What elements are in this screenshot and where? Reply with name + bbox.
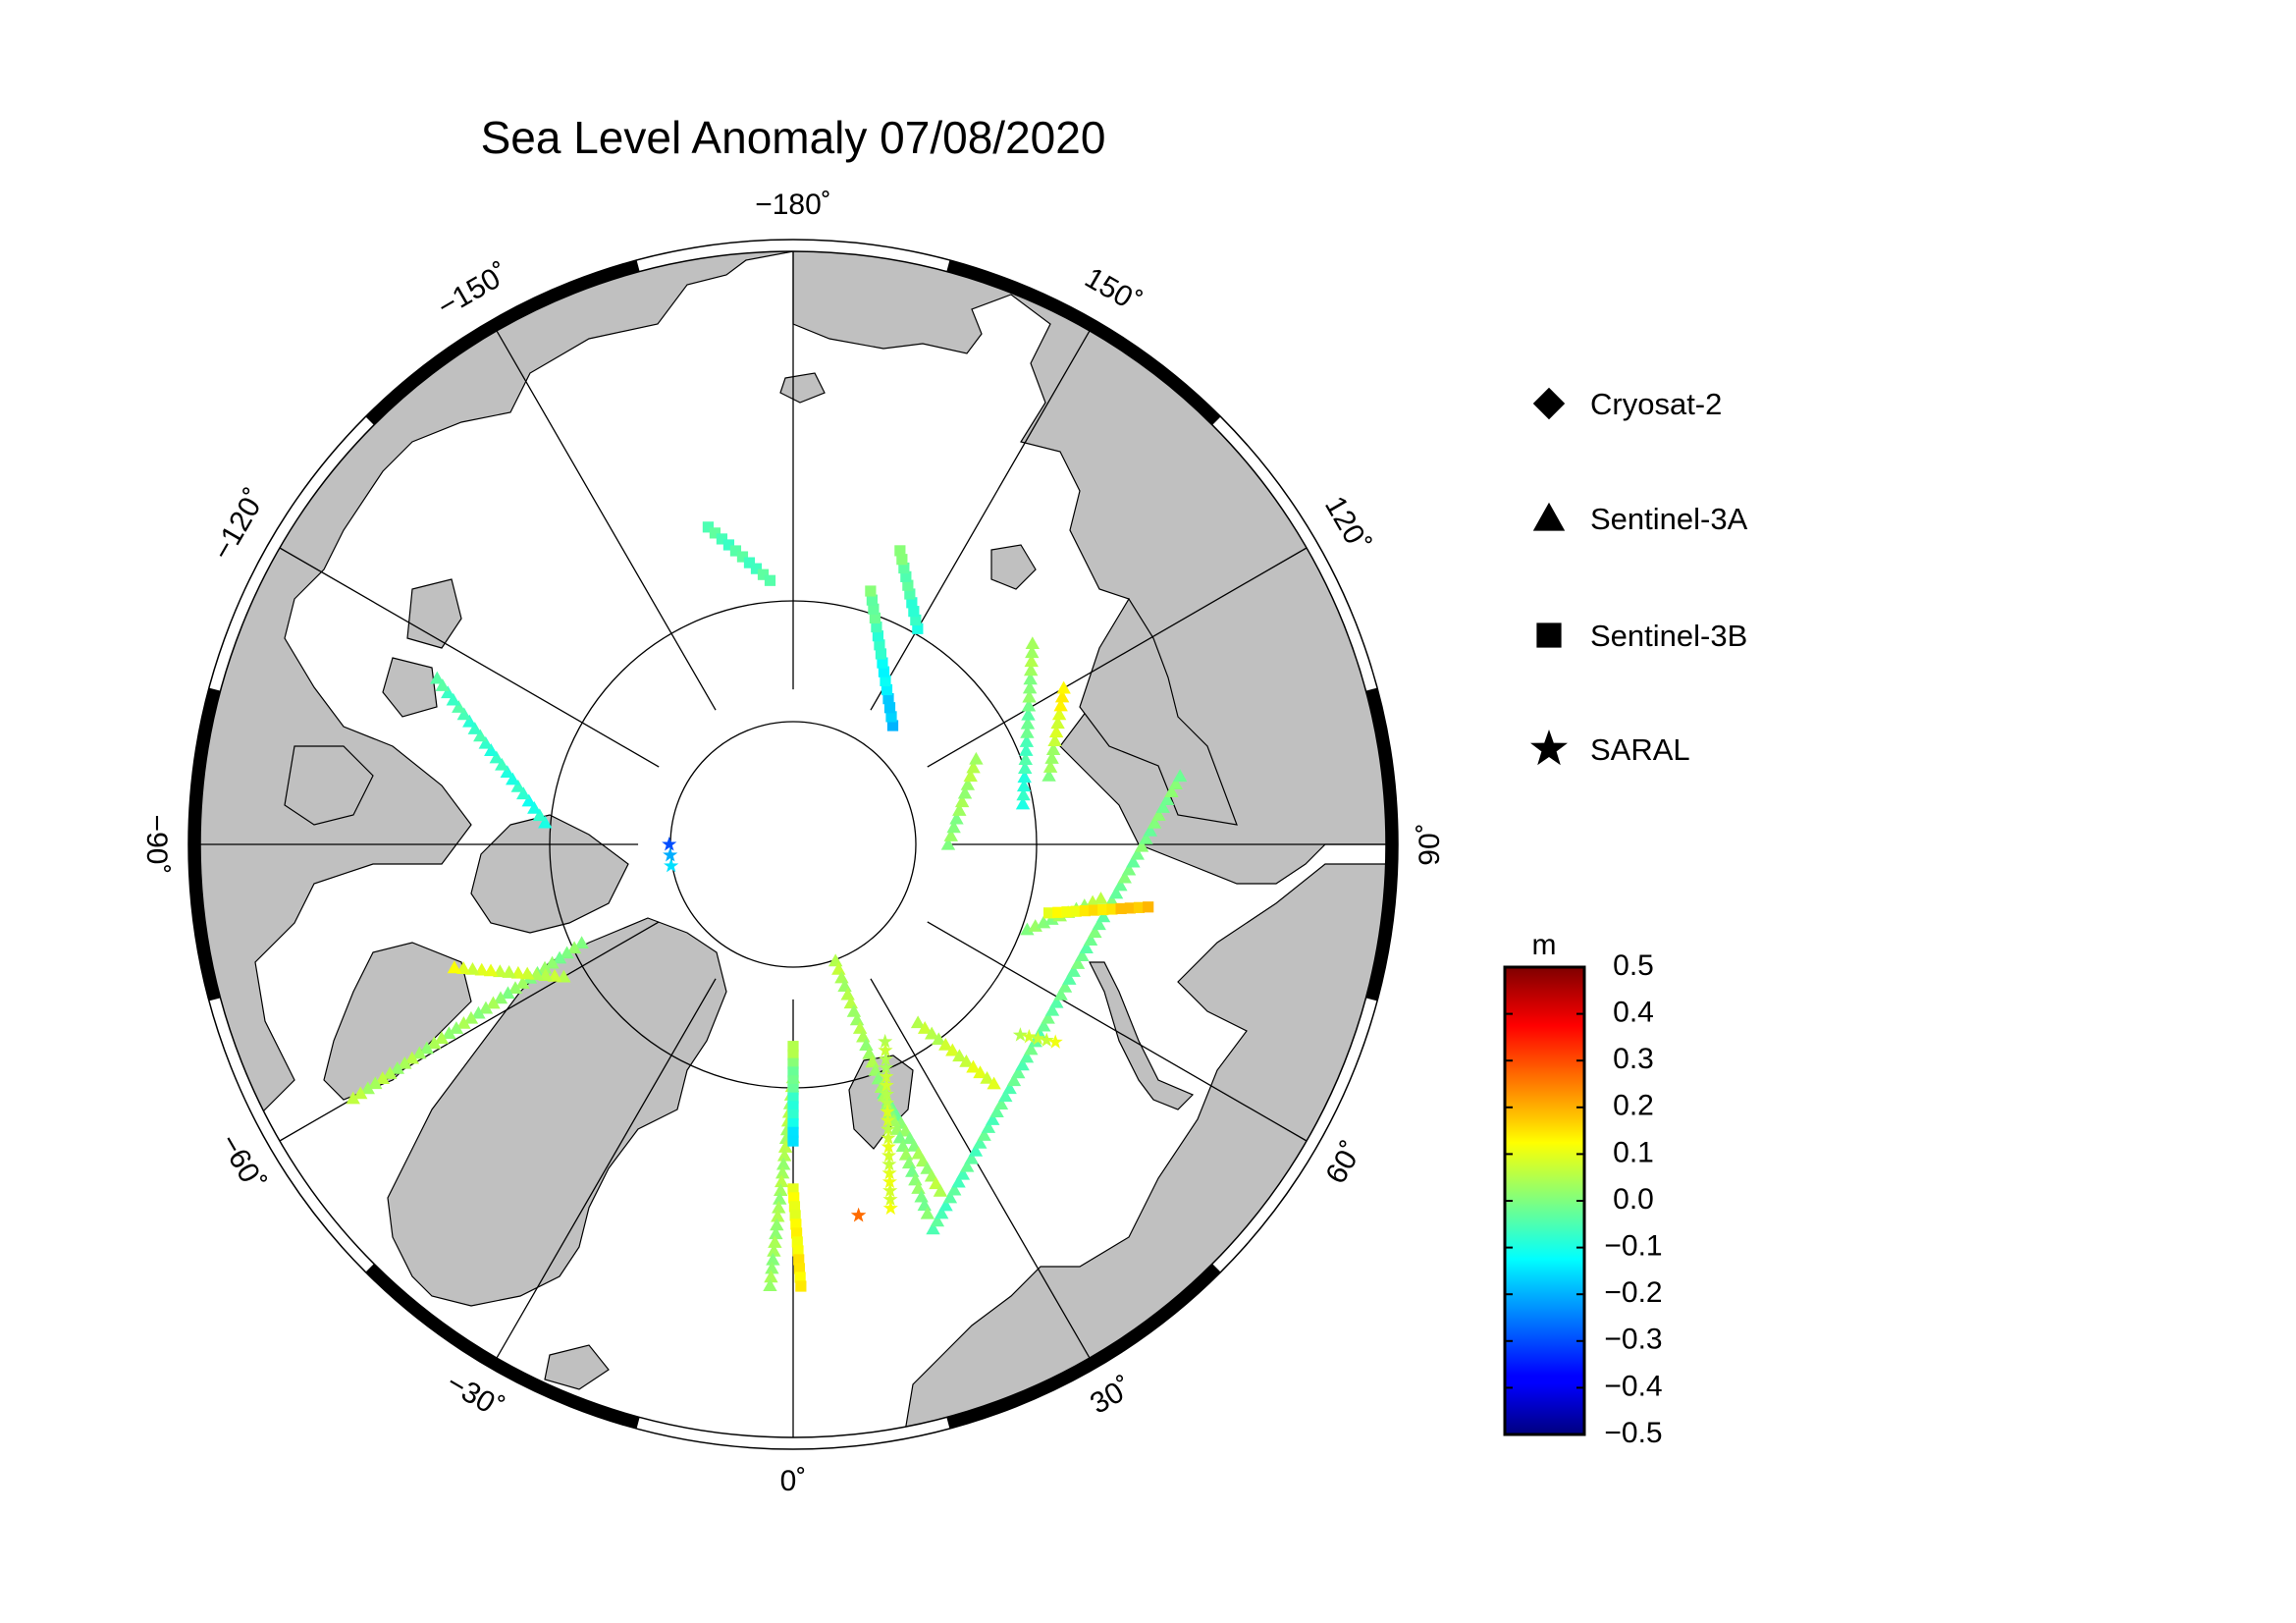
longitude-label: −90˚ [140, 815, 173, 875]
colorbar-tick-label: −0.5 [1604, 1417, 1662, 1449]
frame-segment [188, 687, 221, 1001]
colorbar-tick-label: 0.1 [1613, 1136, 1654, 1168]
land-iceland [544, 1344, 610, 1390]
legend: Cryosat-2 Sentinel-3A Sentinel-3B SARAL [1530, 387, 1748, 767]
land-victoria-island [284, 745, 374, 826]
meridian-line [870, 330, 1091, 711]
colorbar: m 0.5 0.4 0.3 0.2 0.1 0.0 −0.1 −0.2 −0.3 −0.4 −0.5 [1503, 929, 1663, 1449]
track-marker [764, 574, 776, 586]
meridian-line [496, 330, 717, 711]
frame-segment [1365, 687, 1398, 1001]
colorbar-ticks: 0.5 0.4 0.3 0.2 0.1 0.0 −0.1 −0.2 −0.3 −0.4 −0.5 [1505, 949, 1663, 1449]
land-baffin-island [323, 942, 472, 1101]
legend-item-saral: SARAL [1530, 730, 1690, 767]
frame-segment [365, 259, 640, 425]
legend-label: Sentinel-3B [1590, 619, 1747, 653]
colorbar-tick-label: −0.1 [1604, 1230, 1662, 1263]
meridian-line [927, 547, 1308, 768]
longitude-label: 150˚ [1080, 261, 1148, 319]
star-icon [1530, 730, 1568, 766]
legend-item-cryosat-2: Cryosat-2 [1532, 387, 1722, 421]
land-banks-island [406, 578, 462, 649]
meridian-line [279, 547, 660, 768]
diamond-icon [1532, 387, 1566, 420]
colorbar-tick-label: 0.2 [1613, 1090, 1654, 1122]
land-new-siberian-islands [990, 544, 1037, 590]
legend-label: SARAL [1590, 732, 1690, 767]
colorbar-tick-label: 0.0 [1613, 1183, 1654, 1216]
colorbar-tick-label: −0.2 [1604, 1276, 1662, 1309]
frame-segment [946, 1264, 1221, 1430]
colorbar-tick-label: 0.5 [1613, 949, 1654, 982]
legend-item-sentinel-3b: Sentinel-3B [1536, 619, 1747, 653]
frame-segment [365, 1264, 640, 1430]
legend-item-sentinel-3a: Sentinel-3A [1532, 502, 1748, 536]
triangle-icon [1532, 502, 1566, 531]
land-greenland [387, 917, 727, 1307]
map-frame [187, 239, 1399, 1450]
square-icon [1536, 622, 1562, 648]
meridian-line [870, 978, 1091, 1359]
longitude-label: 120˚ [1318, 491, 1376, 559]
colorbar-unit: m [1532, 929, 1557, 961]
colorbar-tick-label: 0.3 [1613, 1043, 1654, 1075]
polar-map: −180˚150˚120˚90˚60˚30˚0˚−30˚−60˚−90˚−120… [140, 189, 1446, 1497]
frame-segment [946, 259, 1221, 425]
longitude-label: 0˚ [780, 1465, 807, 1497]
longitude-label: 60˚ [1319, 1136, 1368, 1189]
satellite-track [787, 1041, 799, 1147]
legend-label: Sentinel-3A [1590, 502, 1748, 536]
longitude-label: 90˚ [1414, 823, 1446, 865]
longitude-label: −30˚ [441, 1367, 508, 1425]
colorbar-tick-label: 0.4 [1613, 997, 1654, 1029]
longitude-label: −60˚ [213, 1129, 271, 1197]
land-island-1 [382, 657, 438, 718]
meridian-line [927, 921, 1308, 1142]
colorbar-gradient [1503, 965, 1586, 1436]
track-marker [795, 1280, 807, 1292]
track-marker [787, 1135, 799, 1147]
chart-title: Sea Level Anomaly 07/08/2020 [481, 112, 1106, 163]
longitude-label: −180˚ [755, 189, 831, 221]
track-marker [894, 545, 906, 557]
land-taymyr [1079, 597, 1238, 826]
track-marker [865, 585, 877, 597]
legend-label: Cryosat-2 [1590, 387, 1722, 421]
land-wrangel-island [779, 372, 826, 404]
longitude-label: 30˚ [1085, 1371, 1138, 1420]
colorbar-tick-label: −0.3 [1604, 1324, 1662, 1356]
meridian-line [279, 921, 660, 1142]
meridian-line [496, 978, 717, 1359]
colorbar-tick-label: −0.4 [1604, 1370, 1662, 1402]
land-novaya-zemlya [1089, 961, 1195, 1110]
track-marker [1143, 901, 1154, 913]
